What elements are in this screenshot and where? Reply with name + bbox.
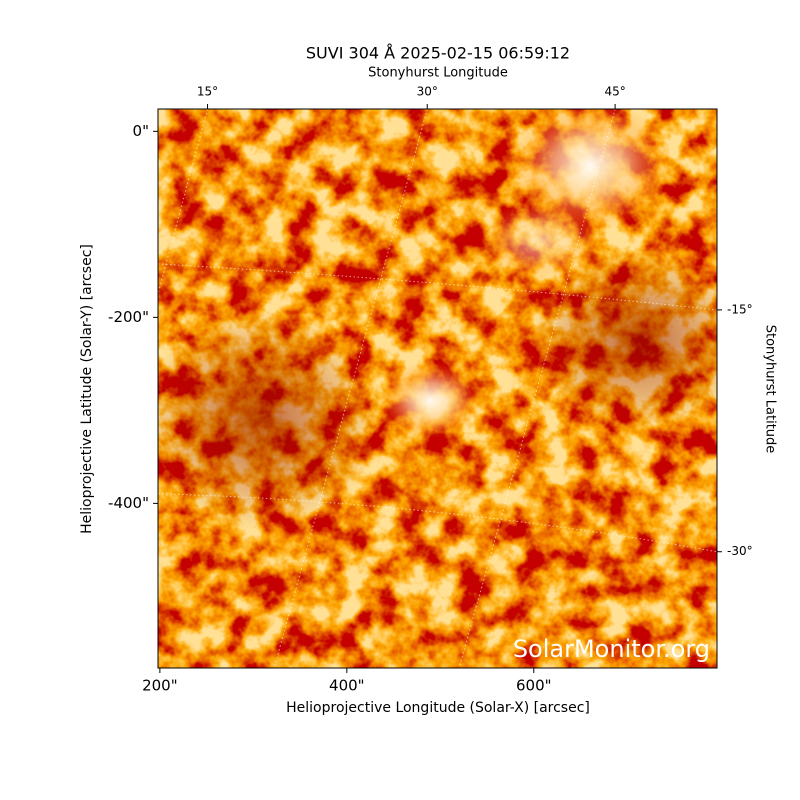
top-tick-label: 45° <box>604 85 625 99</box>
latitude-grid-line <box>158 263 717 311</box>
x-tick-label: 400" <box>329 677 365 695</box>
longitude-grid-line <box>458 109 616 668</box>
y-tick-label: 0" <box>133 122 149 140</box>
top-tick-label: 30° <box>417 85 438 99</box>
x-tick-label: 200" <box>142 677 178 695</box>
x-tick-label: 600" <box>516 677 552 695</box>
right-tick-label: -15° <box>727 302 753 316</box>
right-axis-label: Stonyhurst Latitude <box>763 325 778 454</box>
solar-image <box>158 109 717 668</box>
y-tick-label: -200" <box>108 308 149 326</box>
x-axis-label: Helioprojective Longitude (Solar-X) [arc… <box>286 700 590 716</box>
top-tick-label: 15° <box>197 85 218 99</box>
y-axis-label: Helioprojective Latitude (Solar-Y) [arcs… <box>79 244 95 534</box>
longitude-grid-line <box>158 109 209 296</box>
watermark: SolarMonitor.org <box>513 635 710 663</box>
top-axis-label: Stonyhurst Longitude <box>368 66 508 81</box>
latitude-grid-line <box>158 493 717 553</box>
right-tick-label: -30° <box>727 544 753 558</box>
axes-frame <box>157 108 718 669</box>
longitude-grid-line <box>273 109 428 668</box>
y-tick-label: -400" <box>108 494 149 512</box>
chart-title: SUVI 304 Å 2025-02-15 06:59:12 <box>306 44 570 63</box>
